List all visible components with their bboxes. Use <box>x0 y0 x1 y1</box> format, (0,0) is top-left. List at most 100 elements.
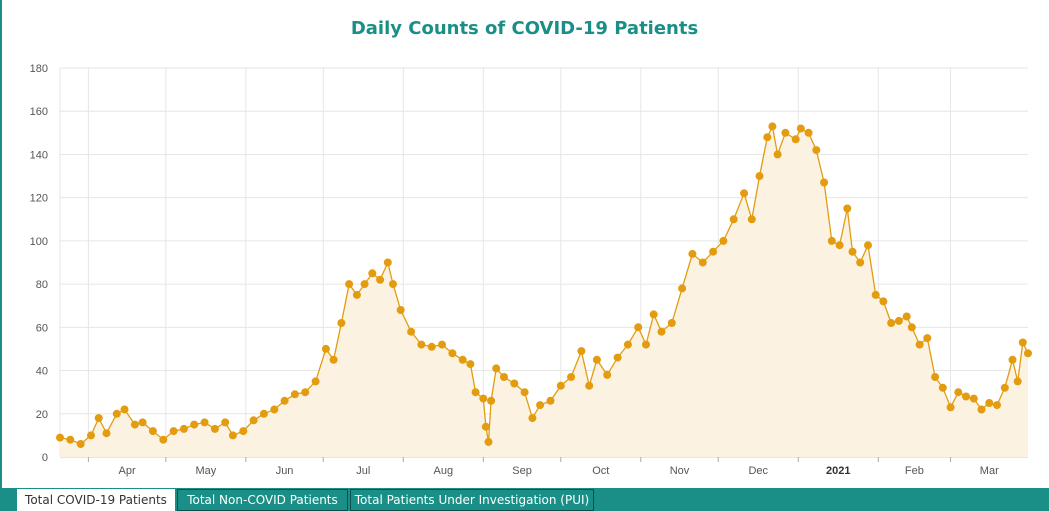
data-point[interactable] <box>360 280 369 289</box>
data-point[interactable] <box>396 306 405 314</box>
data-point[interactable] <box>159 435 168 444</box>
data-point[interactable] <box>270 405 279 414</box>
data-point[interactable] <box>546 396 555 405</box>
data-point[interactable] <box>796 124 805 133</box>
data-point[interactable] <box>368 269 377 278</box>
data-point[interactable] <box>56 433 64 442</box>
data-point[interactable] <box>528 414 537 423</box>
data-point[interactable] <box>221 418 230 427</box>
data-point[interactable] <box>804 128 813 137</box>
data-point[interactable] <box>623 340 632 349</box>
data-point[interactable] <box>102 429 111 438</box>
data-point[interactable] <box>352 290 361 299</box>
tab-total-pui[interactable]: Total Patients Under Investigation (PUI) <box>350 489 594 511</box>
data-point[interactable] <box>1013 377 1022 386</box>
data-point[interactable] <box>249 416 258 425</box>
data-point[interactable] <box>791 135 800 144</box>
data-point[interactable] <box>902 312 911 321</box>
data-point[interactable] <box>768 122 777 131</box>
data-point[interactable] <box>427 342 436 351</box>
data-point[interactable] <box>487 396 496 405</box>
data-point[interactable] <box>76 440 85 448</box>
data-point[interactable] <box>755 172 764 181</box>
data-point[interactable] <box>773 150 782 159</box>
data-point[interactable] <box>66 435 75 444</box>
data-point[interactable] <box>894 316 903 325</box>
data-point[interactable] <box>130 420 139 429</box>
data-point[interactable] <box>585 381 594 390</box>
data-point[interactable] <box>719 236 728 245</box>
data-point[interactable] <box>407 327 416 336</box>
data-point[interactable] <box>210 424 219 433</box>
data-point[interactable] <box>520 388 529 397</box>
data-point[interactable] <box>954 388 963 397</box>
data-point[interactable] <box>259 409 268 418</box>
data-point[interactable] <box>321 344 330 353</box>
data-point[interactable] <box>747 215 756 224</box>
data-point[interactable] <box>613 353 622 362</box>
data-point[interactable] <box>938 383 947 392</box>
data-point[interactable] <box>577 347 586 356</box>
data-point[interactable] <box>1008 355 1017 364</box>
data-point[interactable] <box>835 241 844 250</box>
data-point[interactable] <box>993 401 1001 410</box>
data-point[interactable] <box>510 379 519 388</box>
data-point[interactable] <box>1024 349 1032 358</box>
data-point[interactable] <box>228 431 237 440</box>
data-point[interactable] <box>138 418 147 427</box>
data-point[interactable] <box>280 396 289 405</box>
data-point[interactable] <box>383 258 392 267</box>
data-point[interactable] <box>871 290 880 299</box>
data-point[interactable] <box>642 340 650 349</box>
data-point[interactable] <box>1018 338 1027 347</box>
data-point[interactable] <box>781 128 790 137</box>
tab-total-covid-patients[interactable]: Total COVID-19 Patients <box>17 489 175 511</box>
data-point[interactable] <box>962 392 970 401</box>
data-point[interactable] <box>667 319 676 327</box>
data-point[interactable] <box>329 355 338 364</box>
data-point[interactable] <box>536 401 545 410</box>
data-point[interactable] <box>337 319 346 327</box>
data-point[interactable] <box>887 319 896 327</box>
data-point[interactable] <box>820 178 829 187</box>
data-point[interactable] <box>923 334 932 343</box>
data-point[interactable] <box>376 275 385 284</box>
data-point[interactable] <box>985 399 994 407</box>
data-point[interactable] <box>492 364 501 373</box>
data-point[interactable] <box>239 427 248 436</box>
data-point[interactable] <box>946 403 955 412</box>
data-point[interactable] <box>698 258 707 267</box>
data-point[interactable] <box>120 405 129 414</box>
data-point[interactable] <box>112 409 121 418</box>
data-point[interactable] <box>200 418 209 427</box>
data-point[interactable] <box>458 355 467 364</box>
data-point[interactable] <box>915 340 924 349</box>
data-point[interactable] <box>729 215 738 224</box>
data-point[interactable] <box>907 323 916 332</box>
data-point[interactable] <box>977 405 986 414</box>
data-point[interactable] <box>438 340 446 349</box>
data-point[interactable] <box>94 414 103 423</box>
data-point[interactable] <box>688 249 697 258</box>
data-point[interactable] <box>740 189 749 198</box>
data-point[interactable] <box>301 388 310 397</box>
data-point[interactable] <box>290 390 299 399</box>
data-point[interactable] <box>479 394 488 403</box>
data-point[interactable] <box>87 431 95 440</box>
data-point[interactable] <box>592 355 601 364</box>
tab-total-non-covid-patients[interactable]: Total Non-COVID Patients <box>177 489 348 511</box>
data-point[interactable] <box>311 377 320 386</box>
data-point[interactable] <box>879 297 888 306</box>
data-point[interactable] <box>657 327 666 336</box>
data-point[interactable] <box>500 373 508 381</box>
data-point[interactable] <box>848 247 857 256</box>
data-point[interactable] <box>1000 383 1009 392</box>
data-point[interactable] <box>603 370 612 379</box>
data-point[interactable] <box>148 427 157 436</box>
data-point[interactable] <box>678 284 687 293</box>
data-point[interactable] <box>864 241 872 250</box>
data-point[interactable] <box>827 236 836 245</box>
data-point[interactable] <box>843 204 852 213</box>
data-point[interactable] <box>345 280 354 289</box>
data-point[interactable] <box>567 373 576 381</box>
